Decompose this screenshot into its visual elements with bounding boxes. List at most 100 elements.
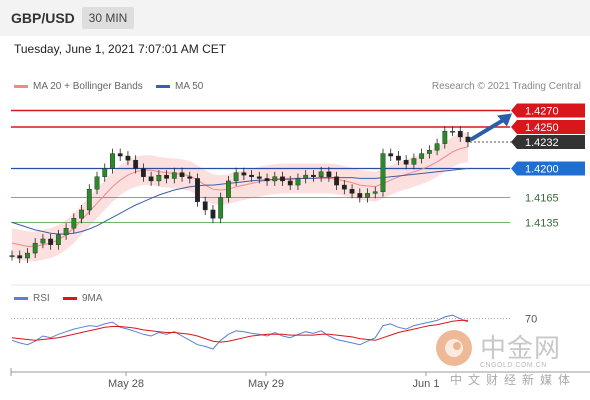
- level-label-box: [511, 134, 585, 149]
- candle: [179, 172, 185, 177]
- ma50-line: [11, 168, 469, 235]
- candle: [349, 189, 355, 194]
- candle: [388, 153, 394, 157]
- level-label: 1.4135: [525, 217, 559, 229]
- rsi-panel: 70: [11, 314, 537, 350]
- candle: [280, 176, 285, 182]
- rsi-legend-label: RSI: [33, 293, 50, 304]
- x-axis-tick-label: May 29: [248, 378, 284, 390]
- candle: [117, 153, 123, 157]
- candle: [450, 130, 455, 133]
- candle: [380, 153, 386, 192]
- candle: [465, 136, 471, 143]
- candle: [63, 227, 69, 236]
- candle: [171, 172, 177, 179]
- ma20-legend-label: MA 20 + Bollinger Bands: [33, 81, 143, 92]
- ma20-legend-swatch: [14, 85, 28, 88]
- candle: [357, 193, 363, 198]
- candle: [71, 218, 77, 229]
- candle: [241, 172, 247, 176]
- candle: [17, 255, 23, 259]
- candle: [287, 180, 293, 186]
- candle: [9, 255, 15, 257]
- candle: [140, 168, 146, 177]
- watermark-subtitle: 中文财经新媒体: [450, 373, 577, 387]
- candle: [411, 158, 417, 165]
- rsi-level-label: 70: [525, 314, 537, 326]
- candle: [148, 176, 154, 182]
- candle: [403, 159, 409, 165]
- candle: [226, 180, 231, 198]
- candle: [434, 143, 440, 151]
- candle: [419, 153, 425, 159]
- level-label-box: [511, 120, 585, 135]
- ma50-legend-label: MA 50: [175, 81, 204, 92]
- candle: [233, 172, 239, 182]
- level-label-box: [511, 161, 585, 176]
- symbol-label: GBP/USD: [11, 10, 75, 26]
- ma50-legend-swatch: [156, 85, 170, 88]
- candle: [94, 176, 100, 190]
- candle: [272, 176, 278, 182]
- candle: [457, 130, 463, 138]
- watermark-title: 中金网: [480, 334, 562, 364]
- watermark: 中金网 CNGOLD.COM.CN 中文财经新媒体: [434, 328, 584, 390]
- candle: [195, 178, 200, 202]
- candle: [218, 197, 224, 219]
- candle: [202, 201, 208, 211]
- ma9-legend-swatch: [63, 297, 77, 300]
- level-label: 1.4200: [525, 163, 559, 175]
- candle: [110, 153, 115, 169]
- candle: [311, 174, 316, 177]
- level-label: 1.4250: [525, 122, 559, 134]
- level-label: 1.4165: [525, 193, 559, 205]
- candle: [133, 159, 139, 169]
- rsi-legend-swatch: [14, 297, 28, 300]
- candle: [295, 178, 301, 186]
- price-panel: 1.4270 1.4250 1.4232 1.4200 1.4165 1.4135: [9, 103, 590, 286]
- candle: [372, 191, 378, 194]
- x-axis-tick-label: Jun 1: [413, 378, 440, 390]
- forecast-arrow: [470, 116, 508, 141]
- candle: [48, 238, 54, 245]
- candle: [55, 234, 61, 245]
- watermark-logo-icon: [436, 330, 472, 366]
- datetime-label: Tuesday, June 1, 2021 7:07:01 AM CET: [14, 42, 227, 56]
- candle: [256, 176, 262, 179]
- candle: [210, 209, 216, 219]
- candle: [326, 171, 332, 177]
- ma9-legend-label: 9MA: [82, 293, 103, 304]
- copyright-label: Research © 2021 Trading Central: [431, 81, 581, 92]
- candle: [303, 174, 309, 179]
- x-axis: May 28 May 29 Jun 1: [10, 368, 590, 390]
- candle: [32, 242, 38, 254]
- candle: [318, 171, 324, 177]
- x-axis-tick-label: May 28: [108, 378, 144, 390]
- level-label-box: [511, 103, 585, 118]
- candle: [442, 130, 448, 144]
- candle: [426, 150, 432, 154]
- rsi-line: [11, 314, 469, 350]
- candle: [86, 189, 92, 211]
- candle: [187, 176, 193, 179]
- candle: [164, 174, 169, 179]
- candle: [264, 178, 270, 182]
- header-bar: GBP/USD 30 MIN: [0, 0, 590, 36]
- candle: [341, 184, 347, 190]
- candle: [365, 193, 370, 198]
- candle: [334, 176, 340, 186]
- bollinger-band: [12, 132, 468, 262]
- candle: [249, 174, 254, 177]
- rsi-ma9-line: [11, 319, 468, 343]
- candle: [40, 238, 46, 244]
- candle: [125, 155, 131, 161]
- level-label: 1.4232: [525, 137, 559, 149]
- candle: [396, 155, 401, 161]
- candle: [156, 174, 162, 182]
- ma20-line: [11, 146, 469, 247]
- level-label: 1.4270: [525, 105, 559, 117]
- timeframe-badge[interactable]: 30 MIN: [82, 7, 134, 29]
- forecast-arrow-head: [497, 113, 512, 127]
- candle: [79, 209, 84, 219]
